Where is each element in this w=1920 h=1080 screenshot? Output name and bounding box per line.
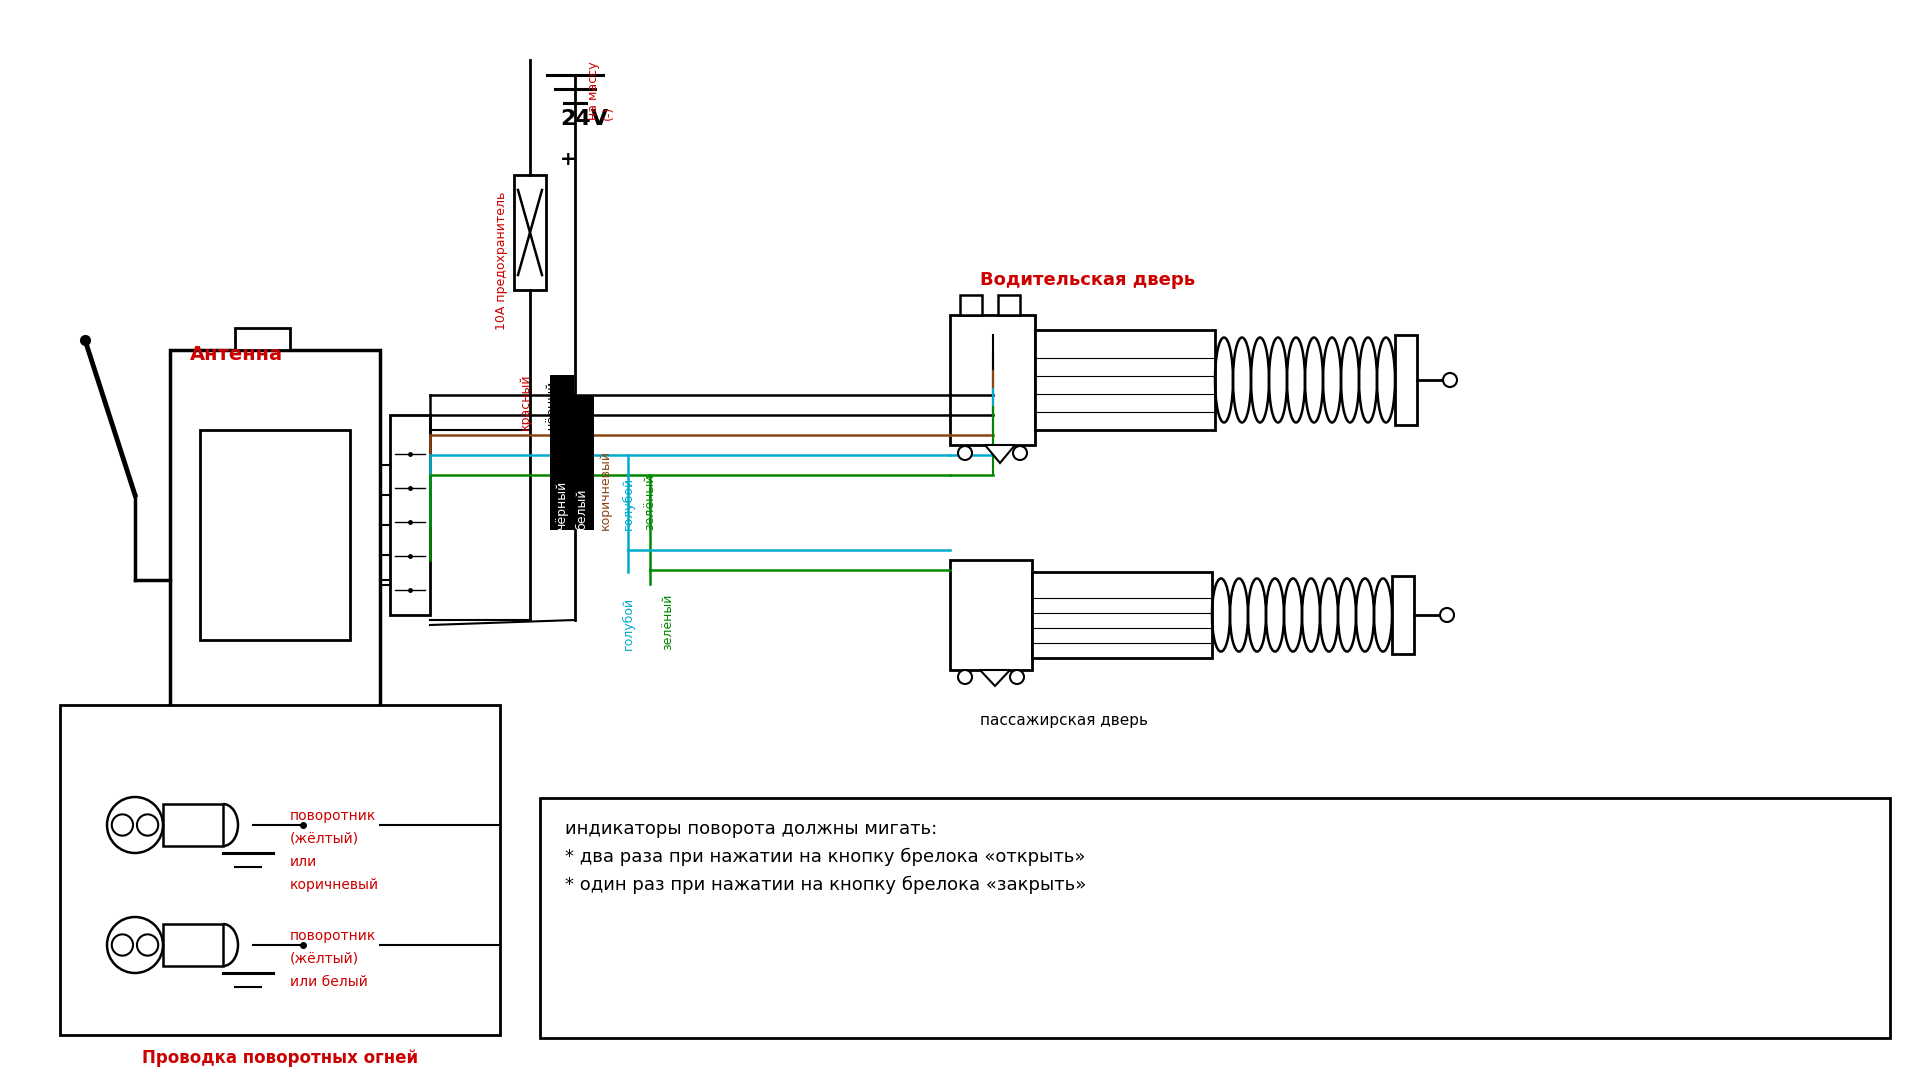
FancyBboxPatch shape [960,295,981,315]
Circle shape [1010,670,1023,684]
Text: 10А предохранитель: 10А предохранитель [495,191,509,330]
FancyBboxPatch shape [390,415,430,615]
Circle shape [108,797,163,853]
Text: или белый: или белый [290,975,369,989]
FancyBboxPatch shape [1396,335,1417,426]
FancyBboxPatch shape [200,430,349,640]
FancyBboxPatch shape [998,295,1020,315]
Text: зелёный: зелёный [662,594,674,650]
Circle shape [108,917,163,973]
Circle shape [136,814,157,836]
Circle shape [1444,373,1457,387]
Text: Проводка поворотных огней: Проводка поворотных огней [142,1049,419,1067]
FancyBboxPatch shape [1033,572,1212,658]
Text: чёрный: чёрный [555,481,568,530]
Text: Антенна: Антенна [190,345,282,364]
Text: красный: красный [518,374,532,430]
Text: голубой: голубой [622,477,634,530]
Circle shape [958,670,972,684]
Circle shape [136,934,157,956]
FancyBboxPatch shape [950,561,1033,670]
Text: (жёлтый): (жёлтый) [290,832,359,846]
Circle shape [958,446,972,460]
Circle shape [1440,608,1453,622]
FancyBboxPatch shape [171,350,380,730]
Text: поворотник: поворотник [290,809,376,823]
Polygon shape [985,445,1016,463]
FancyBboxPatch shape [950,315,1035,445]
FancyBboxPatch shape [163,804,223,846]
Text: индикаторы поворота должны мигать:
* два раза при нажатии на кнопку брелока «отк: индикаторы поворота должны мигать: * два… [564,820,1087,894]
Text: +: + [561,150,576,168]
Text: коричневый: коричневый [290,878,378,892]
Text: голубой: голубой [622,597,634,650]
Text: пассажирская дверь: пассажирская дверь [979,713,1148,728]
Text: белый: белый [576,488,589,530]
FancyBboxPatch shape [570,395,593,530]
FancyBboxPatch shape [234,328,290,350]
Text: 24V: 24V [561,109,609,129]
FancyBboxPatch shape [540,798,1889,1038]
Text: на массу
(-): на массу (-) [588,62,614,120]
FancyBboxPatch shape [1035,330,1215,430]
Text: поворотник: поворотник [290,929,376,943]
Text: чёрный: чёрный [545,381,559,430]
Text: (жёлтый): (жёлтый) [290,951,359,966]
FancyBboxPatch shape [234,728,296,750]
Circle shape [111,934,132,956]
FancyBboxPatch shape [549,375,574,530]
FancyBboxPatch shape [515,175,545,291]
Text: или: или [290,855,317,869]
Polygon shape [979,670,1010,686]
Circle shape [1014,446,1027,460]
Text: Водительская дверь: Водительская дверь [979,271,1194,289]
FancyBboxPatch shape [1392,576,1413,654]
Text: зелёный: зелёный [643,474,657,530]
Text: коричневый: коричневый [599,450,611,530]
Circle shape [111,814,132,836]
FancyBboxPatch shape [163,924,223,966]
FancyBboxPatch shape [60,705,499,1035]
